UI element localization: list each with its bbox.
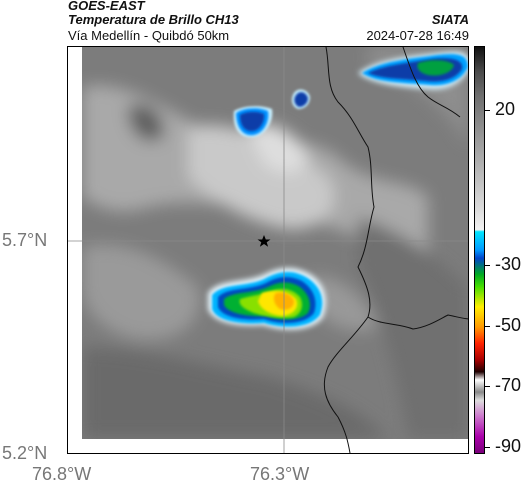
colorbar-label: 20 <box>495 99 516 119</box>
timestamp: 2024-07-28 16:49 <box>366 28 469 43</box>
border-line-north <box>402 47 461 118</box>
colorbar-label: -70 <box>495 375 522 395</box>
colorbar-label: -50 <box>495 315 522 335</box>
longitude-label: 76.3°W <box>250 464 310 484</box>
colorbar-label: -90 <box>495 436 522 456</box>
convective-cell-north-east <box>358 51 468 90</box>
colorbar <box>474 46 485 454</box>
brightness-temperature-image <box>68 47 468 453</box>
satellite-name: GOES-EAST <box>68 0 145 13</box>
latitude-label: 5.7°N <box>2 230 48 250</box>
longitude-label: 76.8°W <box>32 464 92 484</box>
colorbar-tick <box>485 110 490 111</box>
convective-cell-north-west <box>233 106 273 138</box>
organization-label: SIATA <box>431 12 469 27</box>
convective-cell-main <box>208 267 326 330</box>
convective-cell-north <box>291 89 310 109</box>
colorbar-label: -30 <box>495 254 522 274</box>
cloud-texture <box>82 47 468 439</box>
latitude-label: 5.2°N <box>2 443 48 463</box>
border-line-south <box>323 316 369 453</box>
route-subtitle: Vía Medellín - Quibdó 50km <box>68 28 230 43</box>
satellite-map[interactable] <box>67 46 469 454</box>
colorbar-tick <box>485 265 490 266</box>
product-title: Temperatura de Brillo CH13 <box>68 12 239 27</box>
star-icon <box>257 235 271 247</box>
colorbar-tick <box>485 447 490 448</box>
colorbar-tick <box>485 326 490 327</box>
border-line <box>325 47 468 330</box>
colorbar-tick <box>485 386 490 387</box>
